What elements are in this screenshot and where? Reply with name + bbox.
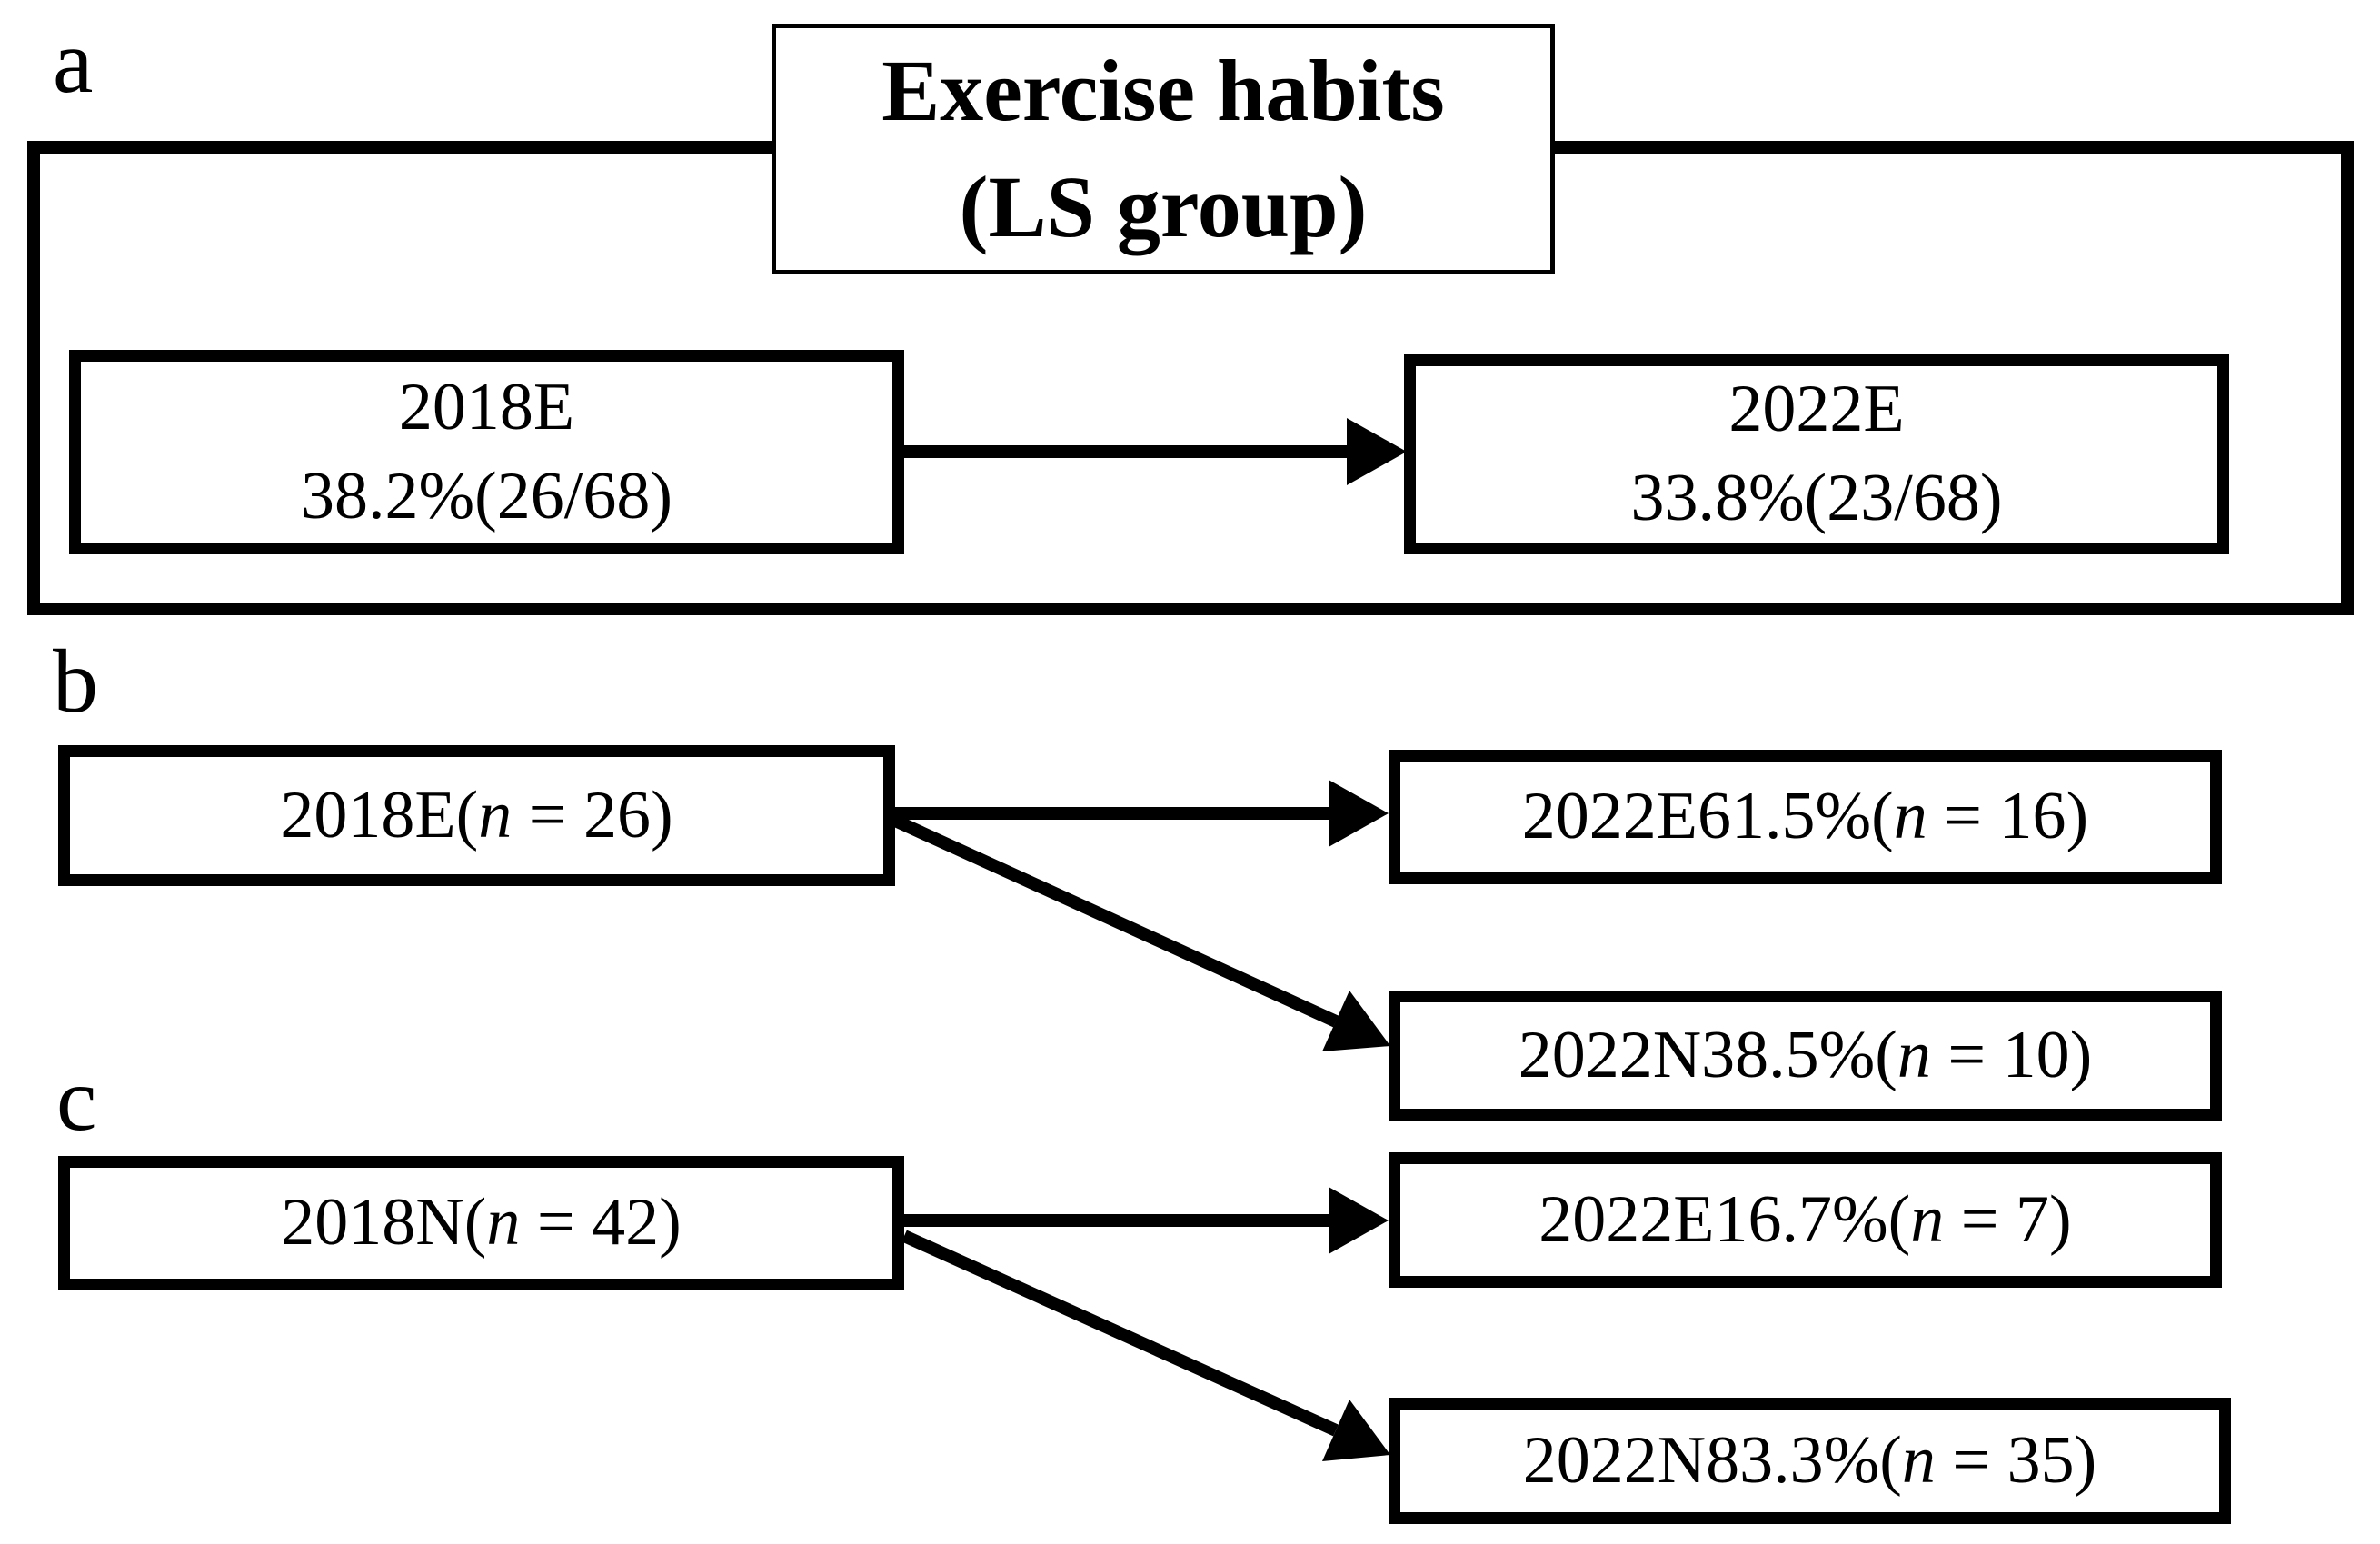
box-2018e-summary: 2018E 38.2%(26/68) bbox=[69, 350, 904, 554]
panel-b-label: b bbox=[53, 631, 98, 732]
text-post: = 26) bbox=[512, 777, 673, 852]
box-b-2022e-text: 2022E61.5%(n = 16) bbox=[1522, 772, 2088, 862]
box-c-2018n-source: 2018N(n = 42) bbox=[58, 1156, 904, 1290]
box-2018e-year: 2018E bbox=[398, 369, 575, 444]
box-2018e-rate: 38.2%(26/68) bbox=[301, 458, 672, 533]
box-c-2022e-target: 2022E16.7%(n = 7) bbox=[1389, 1152, 2222, 1288]
panel-a-frame bbox=[27, 141, 2354, 615]
text-post: = 42) bbox=[520, 1185, 682, 1260]
italic-n: n bbox=[1901, 1422, 1936, 1498]
box-b-2018e-source: 2018E(n = 26) bbox=[58, 745, 895, 886]
text-post: = 7) bbox=[1944, 1181, 2072, 1257]
text-pre: 2022E16.7%( bbox=[1539, 1181, 1911, 1257]
box-c-2018n-text: 2018N(n = 42) bbox=[281, 1179, 681, 1268]
text-post: = 16) bbox=[1927, 779, 2089, 854]
panel-a-title-box: Exercise habits (LS group) bbox=[772, 24, 1555, 274]
box-c-2022n-target: 2022N83.3%(n = 35) bbox=[1389, 1398, 2231, 1524]
italic-n: n bbox=[478, 777, 513, 852]
box-c-2022e-text: 2022E16.7%(n = 7) bbox=[1539, 1176, 2071, 1265]
arrow-c-2018n-to-2022n bbox=[901, 1230, 1390, 1461]
arrow-b-2018e-to-2022e bbox=[893, 780, 1389, 847]
text-pre: 2018N( bbox=[281, 1185, 487, 1260]
italic-n: n bbox=[1897, 1017, 1931, 1092]
text-pre: 2022N38.5%( bbox=[1518, 1017, 1897, 1092]
arrow-b-2018e-to-2022n bbox=[891, 813, 1390, 1051]
panel-a-title-line2: (LS group) bbox=[959, 158, 1368, 255]
box-b-2018e-text: 2018E(n = 26) bbox=[280, 772, 672, 861]
arrow-c-2018n-to-2022e bbox=[904, 1187, 1389, 1254]
box-c-2022n-text: 2022N83.3%(n = 35) bbox=[1523, 1417, 2097, 1506]
arrow-a-2018e-to-2022e bbox=[900, 418, 1407, 485]
italic-n: n bbox=[1910, 1181, 1945, 1257]
text-post: = 10) bbox=[1930, 1017, 2093, 1092]
text-pre: 2018E( bbox=[280, 777, 479, 852]
box-b-2022n-target: 2022N38.5%(n = 10) bbox=[1389, 991, 2222, 1121]
panel-a-label: a bbox=[53, 11, 94, 112]
text-pre: 2022N83.3%( bbox=[1522, 1422, 1902, 1498]
italic-n: n bbox=[486, 1185, 521, 1260]
box-2022e-rate: 33.8%(23/68) bbox=[1630, 461, 2003, 535]
italic-n: n bbox=[1893, 779, 1927, 854]
text-post: = 35) bbox=[1935, 1422, 2097, 1498]
box-b-2022e-target: 2022E61.5%(n = 16) bbox=[1389, 750, 2222, 884]
panel-c-label: c bbox=[56, 1049, 97, 1150]
text-pre: 2022E61.5%( bbox=[1521, 779, 1894, 854]
panel-a-title-line1: Exercise habits bbox=[881, 42, 1445, 140]
box-2022e-summary: 2022E 33.8%(23/68) bbox=[1404, 354, 2229, 554]
box-b-2022n-text: 2022N38.5%(n = 10) bbox=[1519, 1011, 2093, 1101]
box-2022e-year: 2022E bbox=[1728, 372, 1905, 447]
